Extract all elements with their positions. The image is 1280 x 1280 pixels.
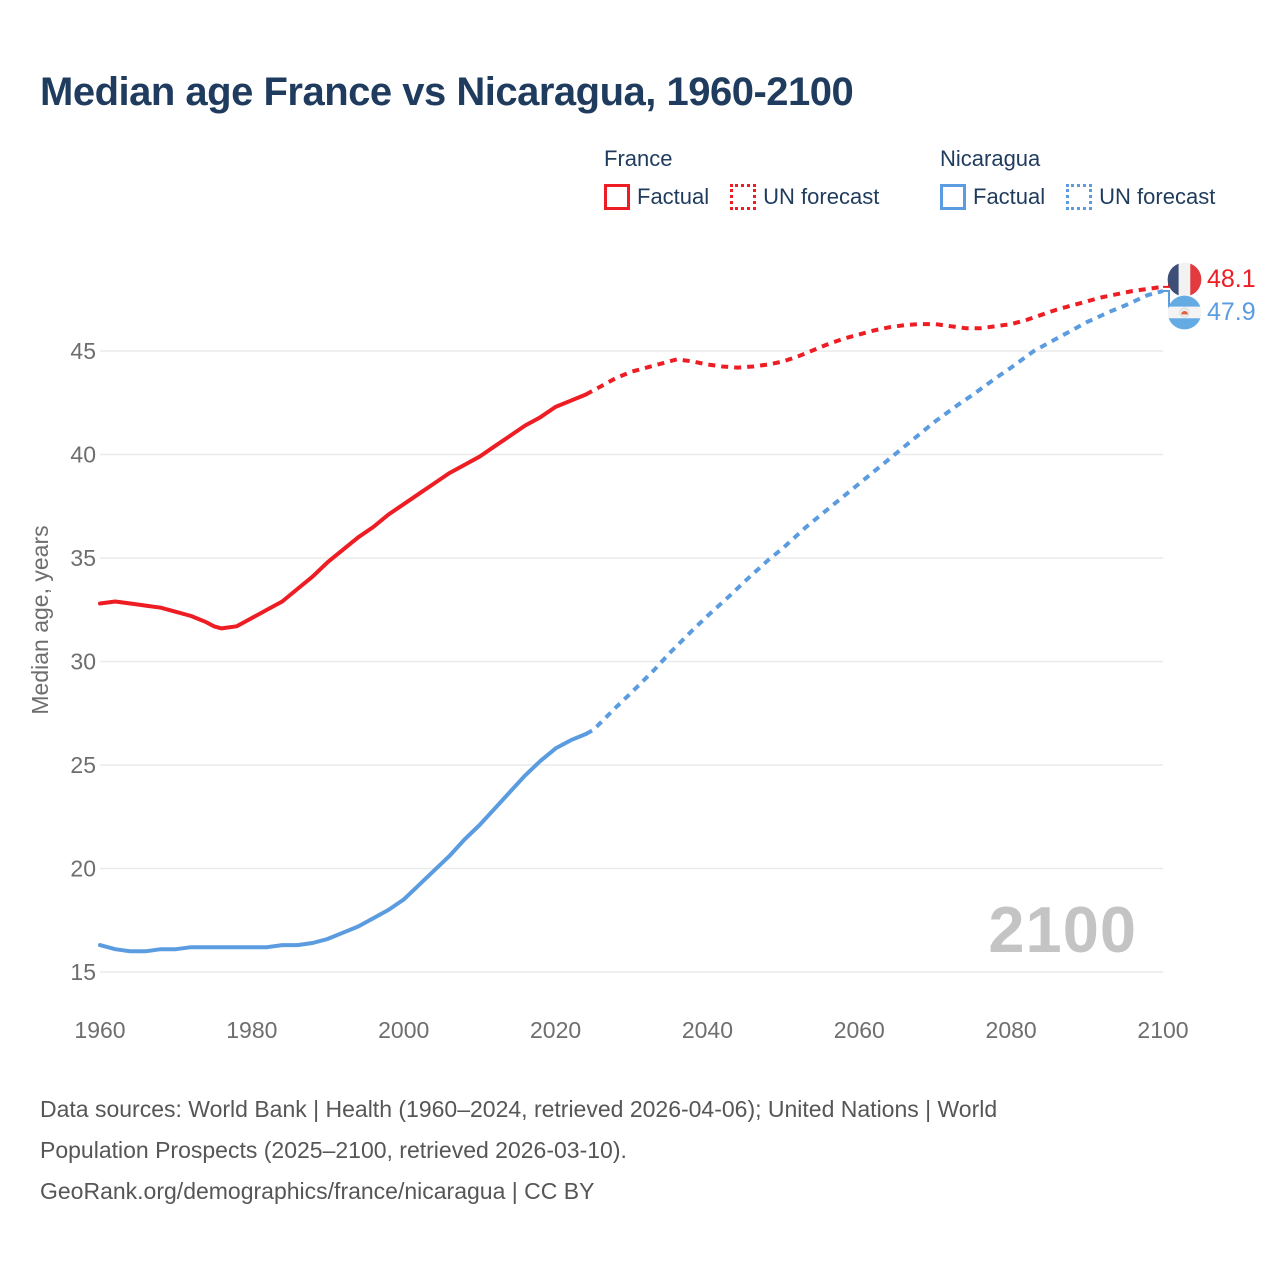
x-tick-2020: 2020 [530, 1017, 581, 1043]
footer-data-sources-2: Population Prospects (2025–2100, retriev… [40, 1137, 627, 1163]
france-factual-swatch-icon [604, 184, 630, 210]
legend-group-nicaragua: Nicaragua Factual UN forecast [940, 146, 1236, 210]
x-tick-1980: 1980 [226, 1017, 277, 1043]
legend-item-nicaragua-forecast[interactable]: UN forecast [1066, 184, 1215, 210]
footer-attribution: GeoRank.org/demographics/france/nicaragu… [40, 1178, 595, 1204]
legend-label: Factual [637, 184, 710, 209]
y-tick-25: 25 [70, 752, 96, 778]
legend-item-france-factual[interactable]: Factual [604, 184, 709, 210]
nicaragua-end-value: 47.9 [1207, 298, 1256, 326]
legend-group-france-title: France [604, 146, 673, 171]
france-end-label: 48.1 [1167, 262, 1256, 297]
france-end-value: 48.1 [1207, 265, 1256, 293]
x-tick-2060: 2060 [834, 1017, 885, 1043]
legend-label: Factual [973, 184, 1046, 209]
y-tick-30: 30 [70, 649, 96, 675]
y-tick-45: 45 [70, 338, 96, 364]
france-flag-icon [1167, 262, 1202, 297]
series-line-nicaragua-factual [98, 732, 588, 954]
y-axis-title: Median age, years [27, 525, 53, 714]
legend: France Factual UN forecast Nicaragua Fac… [0, 146, 1280, 216]
y-tick-15: 15 [70, 959, 96, 985]
watermark-year: 2100 [988, 893, 1137, 966]
y-tick-35: 35 [70, 545, 96, 571]
legend-group-nicaragua-title: Nicaragua [940, 146, 1041, 171]
nicaragua-flag-icon [1167, 295, 1202, 330]
legend-items-france: Factual UN forecast [604, 184, 900, 210]
nicaragua-forecast-swatch-icon [1066, 184, 1093, 210]
legend-item-nicaragua-factual[interactable]: Factual [940, 184, 1045, 210]
x-tick-2040: 2040 [682, 1017, 733, 1043]
series-line-nicaragua-un-forecast [584, 289, 1164, 736]
legend-label: UN forecast [1099, 184, 1216, 209]
y-tick-40: 40 [70, 442, 96, 468]
nicaragua-end-label: 47.9 [1167, 295, 1256, 330]
footer: Data sources: World Bank | Health (1960–… [40, 1089, 1220, 1212]
nicaragua-factual-swatch-icon [940, 184, 966, 210]
footer-data-sources: Data sources: World Bank | Health (1960–… [40, 1096, 998, 1122]
y-tick-20: 20 [70, 856, 96, 882]
x-tick-2100: 2100 [1137, 1017, 1188, 1043]
legend-label: UN forecast [763, 184, 880, 209]
legend-group-france: France Factual UN forecast [604, 146, 900, 210]
x-tick-2080: 2080 [986, 1017, 1037, 1043]
series-line-france-un-forecast [584, 284, 1164, 397]
x-tick-2000: 2000 [378, 1017, 429, 1043]
legend-item-france-forecast[interactable]: UN forecast [730, 184, 879, 210]
page-title: Median age France vs Nicaragua, 1960-210… [40, 70, 854, 114]
x-tick-1960: 1960 [74, 1017, 125, 1043]
series-line-france-factual [98, 392, 588, 631]
france-forecast-swatch-icon [730, 184, 757, 210]
legend-items-nicaragua: Factual UN forecast [940, 184, 1236, 210]
